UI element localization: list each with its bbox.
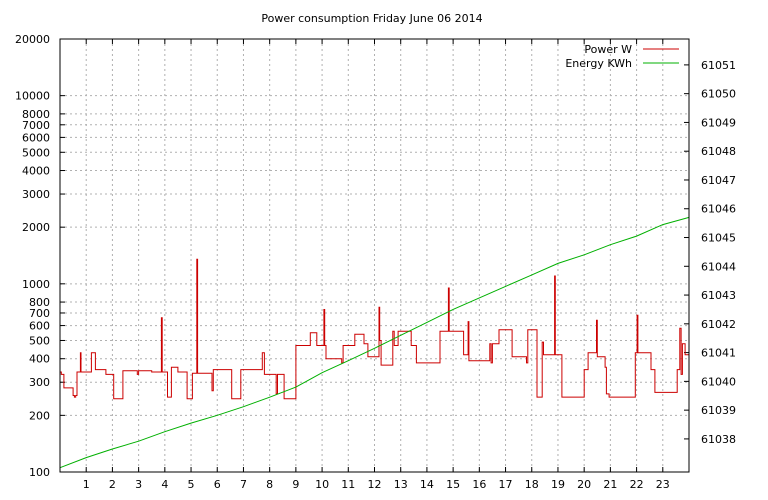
legend-label-power: Power W [584, 43, 632, 56]
y-left-tick-label: 600 [29, 320, 50, 333]
y-left-tick-label: 10000 [15, 90, 50, 103]
y-left-tick-label: 6000 [22, 131, 50, 144]
y-right-tick-label: 61044 [701, 260, 736, 273]
y-right-tick-label: 61042 [701, 318, 736, 331]
chart-title: Power consumption Friday June 06 2014 [261, 12, 482, 25]
y-left-tick-label: 100 [29, 466, 50, 479]
y-right-tick-label: 61050 [701, 88, 736, 101]
y-left-tick-label: 4000 [22, 165, 50, 178]
y-right-tick-label: 61048 [701, 145, 736, 158]
x-tick-label: 6 [214, 478, 221, 491]
x-tick-label: 5 [188, 478, 195, 491]
x-tick-label: 16 [472, 478, 486, 491]
y-left-tick-label: 20000 [15, 33, 50, 46]
x-tick-label: 7 [240, 478, 247, 491]
x-tick-label: 11 [341, 478, 355, 491]
x-tick-label: 12 [368, 478, 382, 491]
x-tick-label: 18 [525, 478, 539, 491]
y-right-tick-label: 61040 [701, 375, 736, 388]
y-left-tick-label: 2000 [22, 221, 50, 234]
plot-frame [59, 38, 690, 473]
y-right-tick-label: 61041 [701, 347, 736, 360]
x-axis-ticks: 1 2 3 4 5 6 7 8 9 10 11 12 13 14 15 16 17 18 19 20 21 22 23 [83, 39, 670, 491]
x-tick-label: 19 [551, 478, 565, 491]
x-tick-label: 21 [603, 478, 617, 491]
y-left-tick-label: 5000 [22, 146, 50, 159]
y-left-tick-label: 700 [29, 307, 50, 320]
x-tick-label: 23 [656, 478, 670, 491]
x-tick-label: 20 [577, 478, 591, 491]
grid-lines [60, 39, 689, 472]
x-tick-label: 1 [83, 478, 90, 491]
series-energy-line [59, 216, 690, 469]
x-tick-label: 3 [135, 478, 142, 491]
y-left-tick-label: 500 [29, 334, 50, 347]
y-left-tick-label: 8000 [22, 108, 50, 121]
y-left-tick-label: 1000 [22, 278, 50, 291]
y-left-tick-label: 3000 [22, 188, 50, 201]
y-right-tick-label: 61046 [701, 203, 736, 216]
y-right-tick-label: 61047 [701, 174, 736, 187]
series-power-line [60, 258, 689, 400]
x-tick-label: 22 [630, 478, 644, 491]
y-right-tick-label: 61051 [701, 59, 736, 72]
x-tick-label: 14 [420, 478, 434, 491]
x-tick-label: 17 [499, 478, 513, 491]
x-tick-label: 4 [161, 478, 168, 491]
y-right-tick-label: 61039 [701, 404, 736, 417]
y-axis-right: 61038 61039 61040 61041 61042 61043 61044 61045… [684, 59, 736, 446]
x-tick-label: 13 [394, 478, 408, 491]
y-right-tick-label: 61038 [701, 433, 736, 446]
y-left-tick-label: 7000 [22, 119, 50, 132]
x-tick-label: 8 [266, 478, 273, 491]
y-left-tick-label: 400 [29, 353, 50, 366]
y-right-tick-label: 61049 [701, 116, 736, 129]
x-tick-label: 10 [315, 478, 329, 491]
y-right-tick-label: 61045 [701, 232, 736, 245]
legend: Power W Energy KWh [565, 43, 679, 70]
x-tick-label: 9 [292, 478, 299, 491]
y-right-tick-label: 61043 [701, 289, 736, 302]
y-left-tick-label: 200 [29, 409, 50, 422]
y-left-tick-label: 800 [29, 296, 50, 309]
x-tick-label: 15 [446, 478, 460, 491]
y-left-tick-label: 300 [29, 376, 50, 389]
x-tick-label: 2 [109, 478, 116, 491]
legend-label-energy: Energy KWh [565, 57, 632, 70]
